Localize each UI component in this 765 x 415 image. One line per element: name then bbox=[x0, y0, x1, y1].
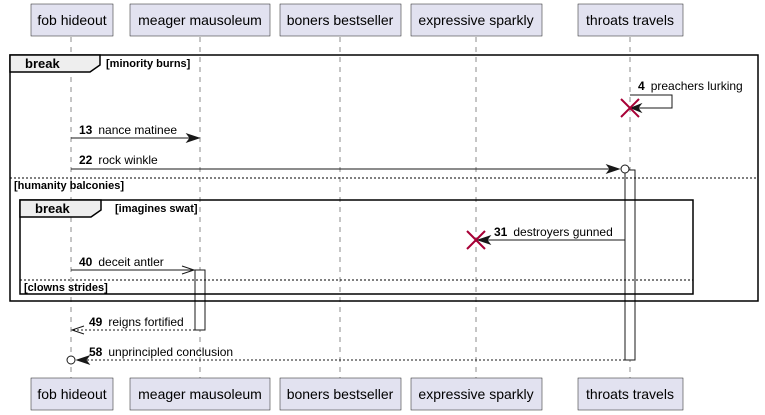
fragment-guard: [minority burns] bbox=[106, 58, 191, 70]
message-22: 22 rock winkle bbox=[71, 151, 630, 174]
participants-top: fob hideout meager mausoleum boners best… bbox=[30, 3, 684, 37]
participant-label: throats travels bbox=[586, 386, 674, 402]
message-31: 31 destroyers gunned bbox=[466, 223, 625, 250]
participant-fob-hideout: fob hideout bbox=[30, 3, 114, 37]
message-label: 49 reigns fortified bbox=[89, 313, 184, 330]
arrow-head bbox=[75, 355, 91, 365]
message-4: 4 preachers lurking bbox=[620, 77, 743, 118]
message-49: 49 reigns fortified bbox=[70, 313, 195, 335]
participant-label: fob hideout bbox=[37, 386, 106, 402]
fragment-tab bbox=[9, 54, 101, 73]
message-label: 40 deceit antler bbox=[79, 253, 164, 270]
participant-expressive-sparkly: expressive sparkly bbox=[410, 377, 543, 411]
activation-throats-travels bbox=[624, 169, 636, 361]
destroy-icon bbox=[620, 98, 640, 118]
arrow-head bbox=[605, 164, 621, 174]
participant-expressive-sparkly: expressive sparkly bbox=[410, 3, 543, 37]
participant-meager-mausoleum: meager mausoleum bbox=[129, 3, 271, 37]
fragment-guard: [imagines swat] bbox=[115, 203, 198, 215]
fragment-keyword: break bbox=[35, 201, 70, 216]
message-label: 22 rock winkle bbox=[79, 151, 158, 168]
participant-label: boners bestseller bbox=[287, 12, 394, 28]
arrow-head bbox=[181, 265, 196, 275]
fragment-else-guard: [humanity balconies] bbox=[14, 180, 124, 192]
arrow-head bbox=[70, 325, 85, 335]
arrow-head bbox=[476, 235, 492, 245]
fragment-frame bbox=[19, 199, 694, 295]
destroy-icon bbox=[466, 230, 486, 250]
fragment-break-inner: break [imagines swat] [clowns strides] bbox=[19, 199, 694, 295]
message-58: 58 unprincipled conclusion bbox=[66, 343, 625, 365]
participant-label: meager mausoleum bbox=[138, 12, 262, 28]
arrow-head bbox=[185, 133, 201, 143]
participant-boners-bestseller: boners bestseller bbox=[279, 3, 402, 37]
participants-bottom: fob hideout meager mausoleum boners best… bbox=[30, 377, 684, 411]
message-40: 40 deceit antler bbox=[71, 253, 196, 275]
found-circle-icon bbox=[620, 164, 630, 174]
fragment-keyword: break bbox=[25, 56, 60, 71]
participant-label: expressive sparkly bbox=[418, 12, 533, 28]
participant-boners-bestseller: boners bestseller bbox=[279, 377, 402, 411]
activation-meager-mausoleum bbox=[194, 269, 206, 331]
message-label: 4 preachers lurking bbox=[638, 77, 743, 94]
message-13: 13 nance matinee bbox=[71, 121, 201, 143]
participant-label: expressive sparkly bbox=[418, 386, 533, 402]
participant-throats-travels: throats travels bbox=[577, 3, 684, 37]
activations bbox=[194, 169, 636, 361]
participant-meager-mausoleum: meager mausoleum bbox=[129, 377, 271, 411]
message-line bbox=[630, 94, 673, 109]
found-circle-icon bbox=[66, 355, 76, 365]
fragment-tab bbox=[19, 199, 102, 218]
participant-throats-travels: throats travels bbox=[577, 377, 684, 411]
participant-fob-hideout: fob hideout bbox=[30, 377, 114, 411]
fragment-else-guard: [clowns strides] bbox=[24, 282, 108, 294]
message-label: 13 nance matinee bbox=[79, 121, 177, 138]
participant-label: boners bestseller bbox=[287, 386, 394, 402]
participant-label: meager mausoleum bbox=[138, 386, 262, 402]
message-label: 31 destroyers gunned bbox=[494, 223, 613, 240]
participant-label: throats travels bbox=[586, 12, 674, 28]
participant-label: fob hideout bbox=[37, 12, 106, 28]
arrow-head bbox=[629, 102, 643, 114]
message-label: 58 unprincipled conclusion bbox=[89, 343, 233, 360]
fragment-break-outer: break [minority burns] [humanity balconi… bbox=[9, 54, 759, 302]
